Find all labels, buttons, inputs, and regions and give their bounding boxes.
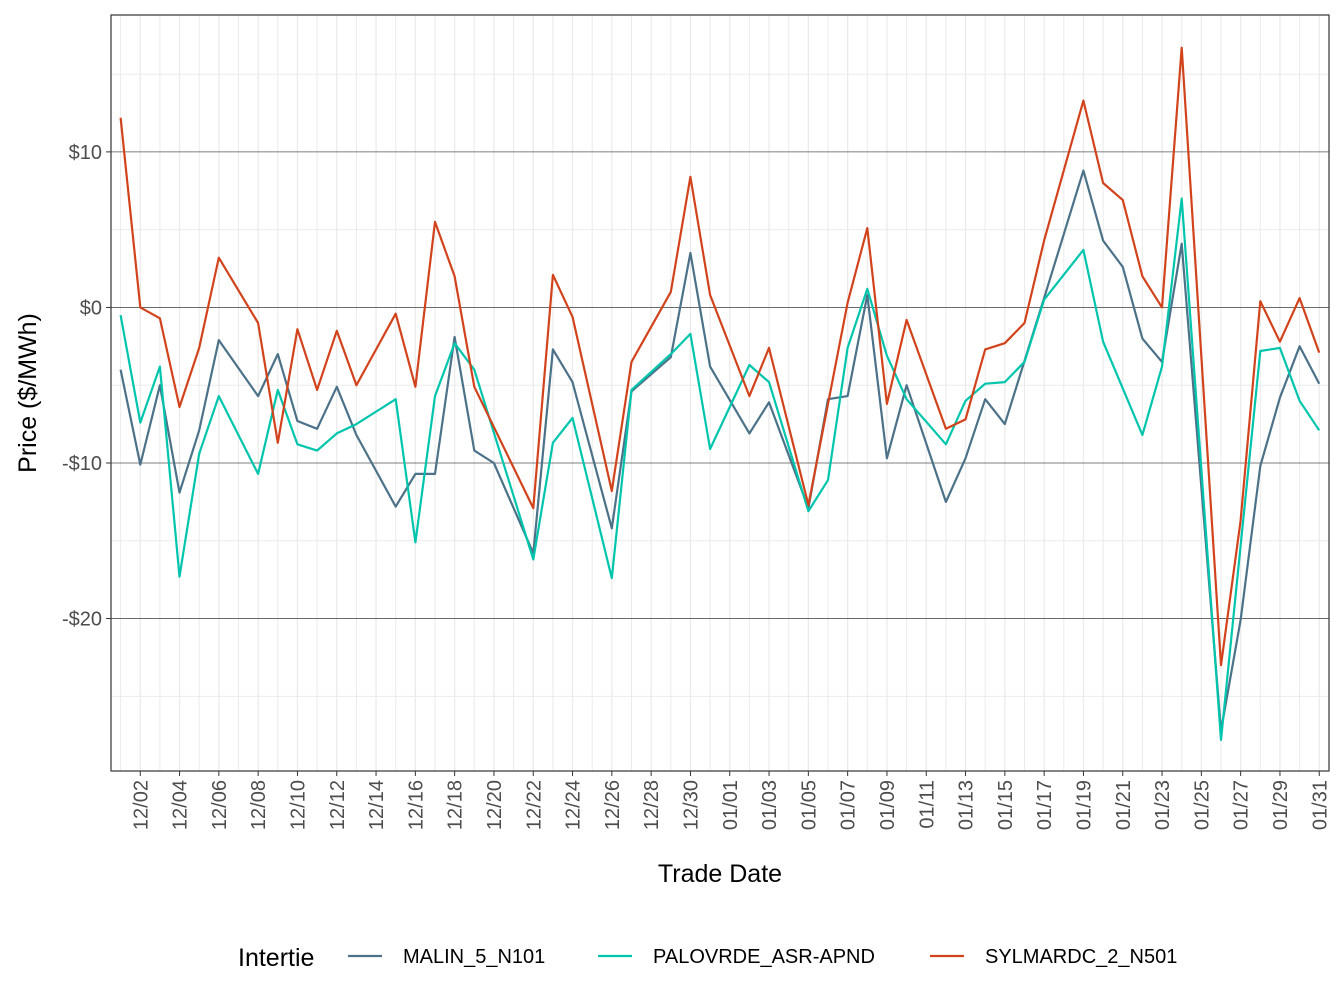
x-tick-label: 12/14 [366, 780, 388, 830]
x-tick-label: 12/04 [170, 780, 192, 830]
x-tick-label: 01/23 [1152, 780, 1174, 830]
x-tick-label: 01/13 [956, 780, 978, 830]
x-tick-label: 12/08 [248, 780, 270, 830]
y-tick-label: -$10 [62, 453, 102, 475]
x-axis-title: Trade Date [658, 860, 782, 888]
legend-label: MALIN_5_N101 [403, 946, 545, 968]
x-tick-label: 12/12 [327, 780, 349, 830]
x-tick-label: 12/30 [680, 780, 702, 830]
x-tick-label: 01/17 [1034, 780, 1056, 830]
x-tick-label: 12/28 [641, 780, 663, 830]
x-tick-label: 01/31 [1309, 780, 1331, 830]
x-tick-label: 01/01 [720, 780, 742, 830]
x-tick-label: 12/06 [209, 780, 231, 830]
legend-title: Intertie [238, 944, 314, 972]
x-tick-label: 01/15 [995, 780, 1017, 830]
legend-label: PALOVRDE_ASR-APND [653, 946, 875, 968]
y-axis: $10 $0 -$10 -$20 [62, 142, 111, 631]
x-tick-label: 12/10 [287, 780, 309, 830]
series-lines [119, 46, 1321, 741]
y-tick-label: -$20 [62, 609, 102, 631]
series-line-sylmardc-2-n501 [119, 46, 1321, 667]
plot-border [110, 14, 1330, 772]
x-tick-label: 12/02 [130, 780, 152, 830]
x-tick-label: 01/03 [759, 780, 781, 830]
series-line-malin-5-n101 [119, 169, 1321, 732]
x-tick-label: 12/16 [405, 780, 427, 830]
x-tick-label: 01/27 [1231, 780, 1253, 830]
x-tick-label: 12/24 [563, 780, 585, 830]
x-tick-label: 12/18 [445, 780, 467, 830]
y-axis-title: Price ($/MWh) [14, 313, 42, 473]
x-tick-label: 01/19 [1073, 780, 1095, 830]
x-tick-label: 01/05 [798, 780, 820, 830]
x-tick-label: 12/20 [484, 780, 506, 830]
x-tick-label: 01/21 [1113, 780, 1135, 830]
x-tick-label: 12/26 [602, 780, 624, 830]
x-tick-label: 01/11 [916, 780, 938, 829]
series-line-palovrde-asr-apnd [119, 197, 1321, 741]
y-tick-label: $0 [80, 297, 102, 319]
x-tick-label: 01/29 [1270, 780, 1292, 830]
y-tick-label: $10 [69, 142, 102, 164]
grid [111, 15, 1329, 771]
legend: Intertie MALIN_5_N101 PALOVRDE_ASR-APND SY… [238, 944, 1177, 972]
x-tick-label: 01/09 [877, 780, 899, 830]
x-tick-label: 01/07 [838, 780, 860, 830]
x-tick-label: 12/22 [523, 780, 545, 830]
x-axis: 12/02 12/04 12/06 12/08 12/10 12/12 12/14 12/16… [130, 771, 1331, 830]
x-tick-label: 01/25 [1191, 780, 1213, 830]
legend-label: SYLMARDC_2_N501 [985, 946, 1177, 968]
